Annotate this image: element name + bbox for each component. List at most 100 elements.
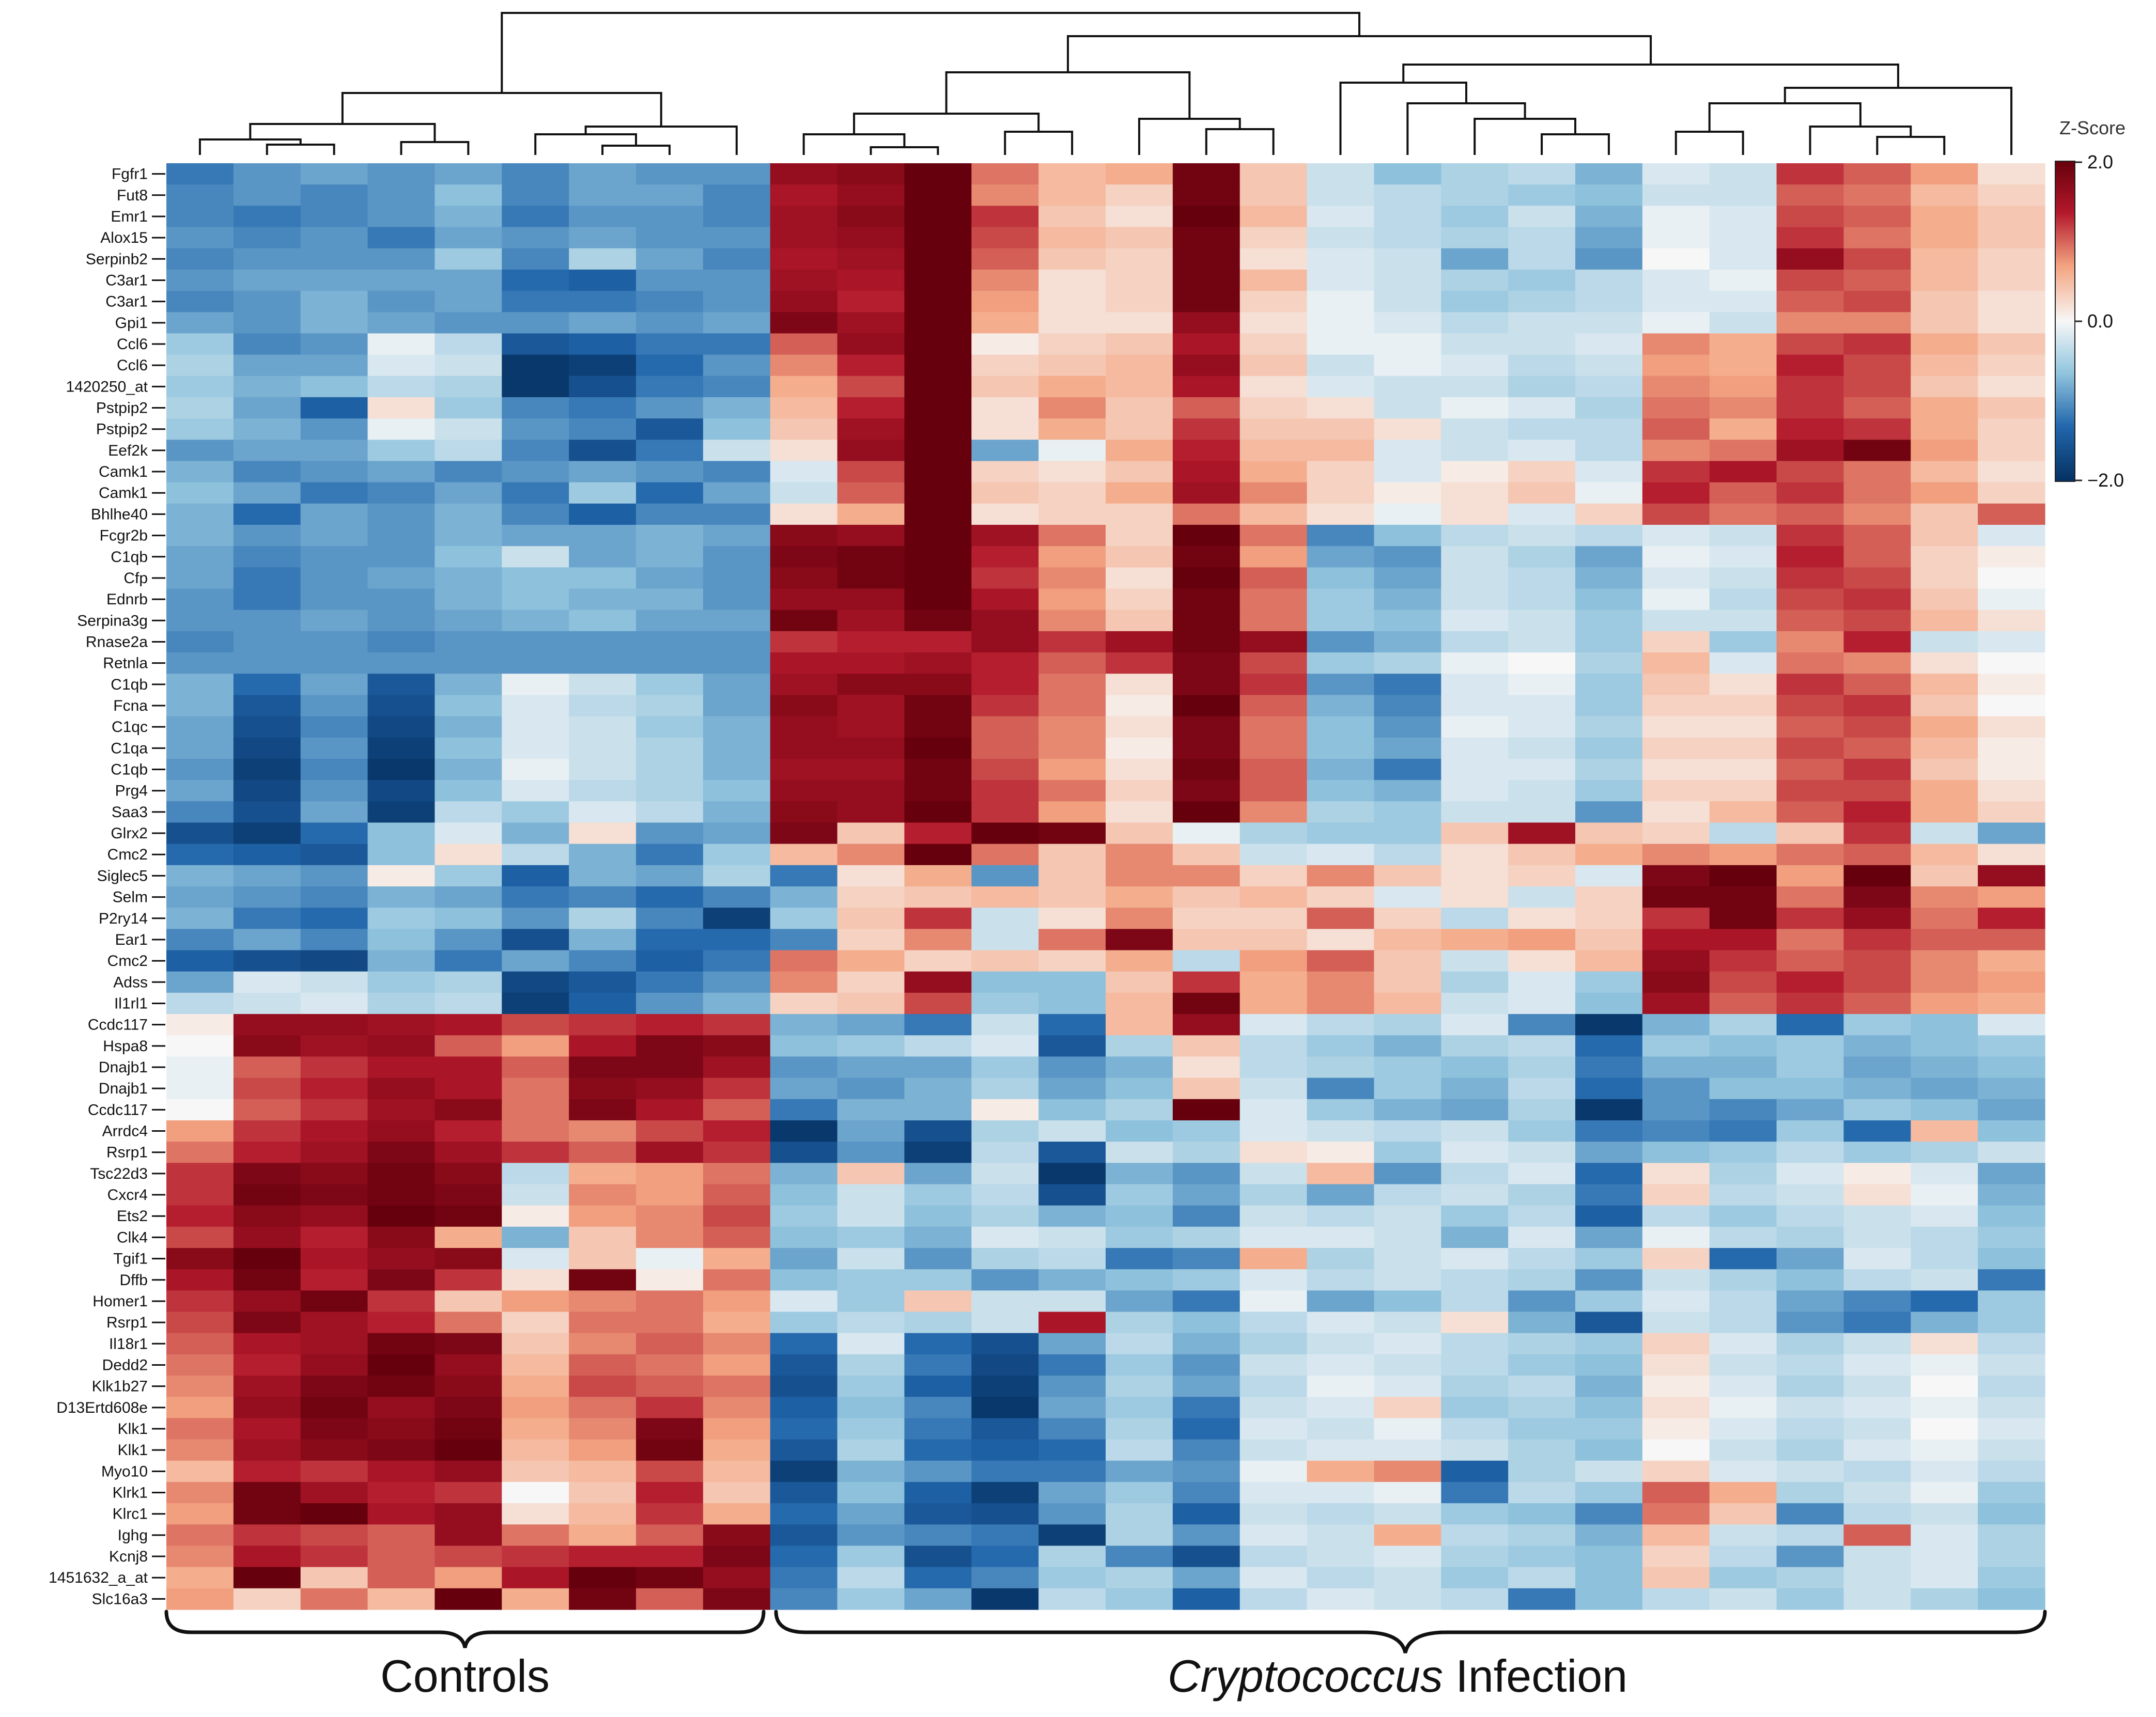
heatmap-cell bbox=[1307, 440, 1375, 462]
heatmap-cell bbox=[1106, 333, 1173, 355]
heatmap-cell bbox=[904, 1099, 972, 1121]
dendrogram-branch bbox=[1876, 136, 1946, 155]
heatmap-cell bbox=[569, 376, 637, 398]
heatmap-cell bbox=[1575, 1226, 1643, 1248]
heatmap-cell bbox=[1709, 376, 1777, 398]
heatmap-cell bbox=[569, 482, 637, 504]
heatmap-cell bbox=[1911, 1503, 1978, 1525]
gene-label: Cmc2 bbox=[107, 953, 148, 970]
heatmap-cell bbox=[1911, 206, 1978, 228]
heatmap-cell bbox=[904, 1120, 972, 1142]
heatmap-cell bbox=[1911, 440, 1978, 462]
heatmap-cell bbox=[904, 461, 972, 483]
heatmap-cell bbox=[636, 1439, 704, 1461]
heatmap-cell bbox=[1843, 822, 1911, 845]
heatmap-cell bbox=[1106, 1163, 1173, 1185]
heatmap-cell bbox=[1239, 695, 1308, 717]
heatmap-cell bbox=[1978, 674, 2045, 696]
gene-label: Selm bbox=[113, 889, 148, 906]
heatmap-cell bbox=[1239, 929, 1308, 951]
heatmap-cell bbox=[569, 397, 637, 419]
heatmap-cell bbox=[1843, 503, 1911, 525]
heatmap-cell bbox=[636, 801, 704, 823]
heatmap-cell bbox=[166, 1226, 234, 1248]
heatmap-cell bbox=[770, 886, 838, 908]
heatmap-cell bbox=[367, 950, 436, 972]
heatmap-cell bbox=[837, 716, 905, 738]
heatmap-cell bbox=[1239, 1546, 1308, 1568]
heatmap-cell bbox=[837, 333, 905, 355]
heatmap-cell bbox=[1843, 844, 1911, 866]
heatmap-cell bbox=[1508, 1460, 1576, 1482]
heatmap-cell bbox=[636, 1354, 704, 1376]
heatmap-cell bbox=[1307, 1248, 1375, 1270]
heatmap-cell bbox=[233, 418, 301, 440]
heatmap-cell bbox=[300, 716, 368, 738]
heatmap-cell bbox=[1106, 1460, 1173, 1482]
group-label-infection-italic: Cryptococcus bbox=[1168, 1650, 1443, 1702]
heatmap-cell bbox=[1642, 354, 1710, 377]
heatmap-cell bbox=[1508, 248, 1576, 270]
heatmap-cell bbox=[1642, 1354, 1710, 1376]
heatmap-cell bbox=[1106, 1035, 1173, 1057]
heatmap-cell bbox=[1106, 1205, 1173, 1227]
heatmap-cell bbox=[1374, 525, 1441, 547]
heatmap-cell bbox=[300, 929, 368, 951]
heatmap-cell bbox=[904, 737, 972, 759]
heatmap-cell bbox=[1911, 546, 1978, 568]
heatmap-cell bbox=[367, 376, 436, 398]
heatmap-cell bbox=[1172, 1524, 1240, 1547]
heatmap-cell bbox=[1978, 1588, 2045, 1610]
heatmap-cell bbox=[1374, 1376, 1441, 1397]
heatmap-cell bbox=[1776, 992, 1844, 1014]
heatmap-cell bbox=[367, 1333, 436, 1355]
heatmap-cell bbox=[904, 1333, 972, 1355]
heatmap-cell bbox=[1106, 1524, 1173, 1547]
heatmap-cell bbox=[1374, 1056, 1441, 1079]
heatmap-cell bbox=[1239, 674, 1308, 696]
heatmap-cell bbox=[636, 992, 704, 1014]
heatmap-cell bbox=[1508, 397, 1576, 419]
heatmap-cell bbox=[904, 567, 972, 589]
heatmap-cell bbox=[1508, 1418, 1576, 1440]
heatmap-cell bbox=[1239, 163, 1308, 185]
heatmap-cell bbox=[1172, 971, 1240, 993]
heatmap-cell bbox=[1843, 1290, 1911, 1313]
gene-label: Ednrb bbox=[106, 591, 148, 608]
heatmap-cell bbox=[1642, 886, 1710, 908]
heatmap-cell bbox=[904, 1142, 972, 1163]
heatmap-cell bbox=[1642, 376, 1710, 398]
heatmap-cell bbox=[1642, 312, 1710, 334]
heatmap-cell bbox=[770, 1567, 838, 1589]
heatmap-cell bbox=[770, 354, 838, 377]
heatmap-cell bbox=[703, 844, 771, 866]
heatmap-cell bbox=[1374, 418, 1441, 440]
heatmap-cell bbox=[300, 780, 368, 802]
heatmap-cell bbox=[1106, 546, 1173, 568]
heatmap-cell bbox=[1038, 1439, 1106, 1461]
heatmap-cell bbox=[1575, 1418, 1643, 1440]
heatmap-cell bbox=[1038, 227, 1106, 249]
heatmap-cell bbox=[904, 801, 972, 823]
heatmap-cell bbox=[300, 291, 368, 313]
heatmap-cell bbox=[1575, 503, 1643, 525]
heatmap-cell bbox=[1441, 269, 1509, 291]
heatmap-cell bbox=[971, 1481, 1039, 1504]
heatmap-cell bbox=[971, 163, 1039, 185]
heatmap-cell bbox=[233, 206, 301, 228]
heatmap-cell bbox=[1441, 1460, 1509, 1482]
heatmap-cell bbox=[166, 1035, 234, 1057]
heatmap-cell bbox=[1307, 971, 1375, 993]
gene-label: Bhlhe40 bbox=[91, 506, 148, 523]
heatmap-cell bbox=[1709, 1014, 1777, 1036]
dendrogram-branch bbox=[1004, 131, 1074, 155]
heatmap-cell bbox=[1239, 1078, 1308, 1100]
heatmap-cell bbox=[1172, 1142, 1240, 1163]
heatmap-cell bbox=[367, 780, 436, 802]
heatmap-cell bbox=[1374, 1460, 1441, 1482]
heatmap-cell bbox=[502, 716, 569, 738]
heatmap-cell bbox=[1508, 567, 1576, 589]
heatmap-cell bbox=[1307, 1163, 1375, 1185]
heatmap-cell bbox=[233, 1312, 301, 1334]
heatmap-cell bbox=[770, 206, 838, 228]
